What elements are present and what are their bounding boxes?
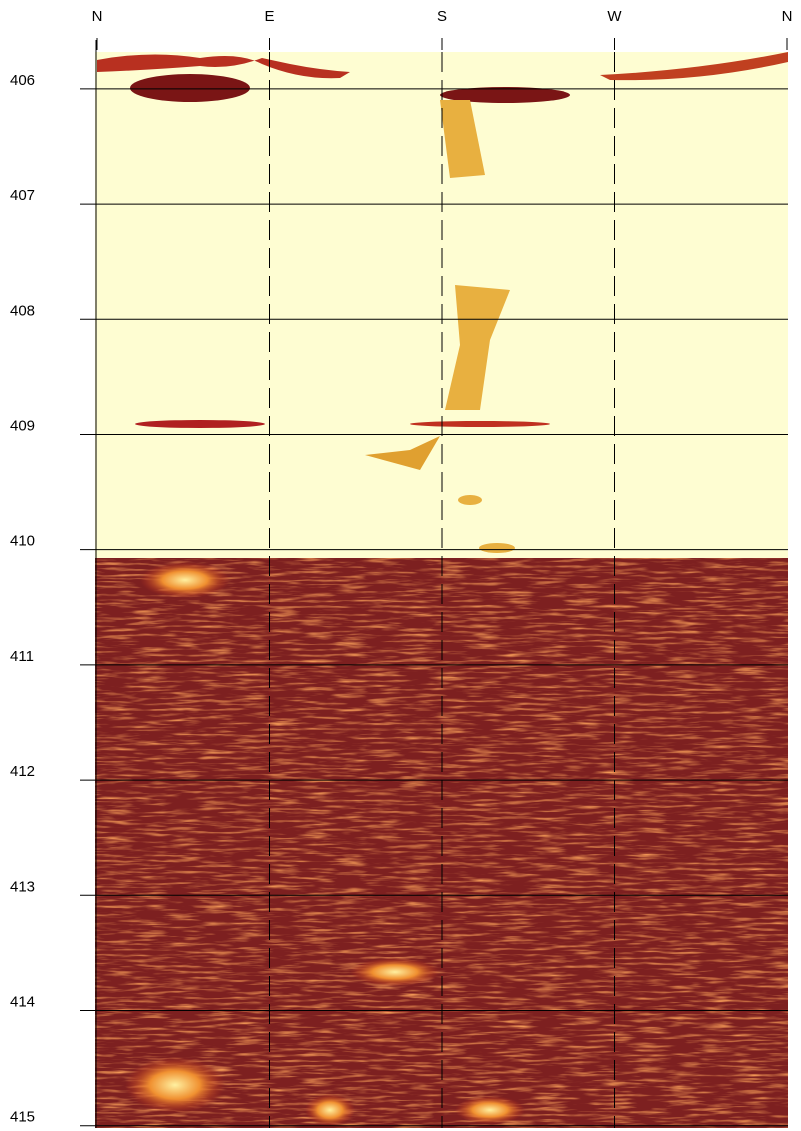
- y-tick-label: 410: [10, 533, 35, 550]
- feature: [440, 87, 570, 103]
- feature: [440, 100, 485, 178]
- y-tick-label: 407: [10, 187, 35, 204]
- feature: [410, 421, 550, 427]
- feature: [135, 420, 265, 428]
- minor-ticks: [80, 52, 100, 1128]
- feature: [445, 285, 510, 410]
- x-label: N: [92, 8, 103, 25]
- feature: [365, 436, 440, 470]
- y-tick-label: 411: [10, 648, 34, 665]
- feature: [125, 1057, 225, 1113]
- x-label: E: [264, 8, 274, 25]
- y-tick-label: 412: [10, 763, 35, 780]
- feature: [455, 1096, 525, 1124]
- feature: [140, 562, 230, 598]
- y-tick-label: 415: [10, 1109, 35, 1126]
- y-tick-label: 408: [10, 302, 35, 319]
- y-tick-label: 413: [10, 878, 35, 895]
- feature: [479, 543, 515, 553]
- y-tick-label: 414: [10, 993, 35, 1010]
- y-tick-label: 406: [10, 72, 35, 89]
- feature: [305, 1094, 355, 1126]
- feature: [350, 958, 440, 986]
- x-label: W: [607, 8, 622, 25]
- feature: [97, 54, 350, 79]
- x-label: N: [782, 8, 793, 25]
- feature: [130, 74, 250, 102]
- y-tick-label: 409: [10, 417, 35, 434]
- x-label: S: [437, 8, 447, 25]
- feature: [600, 52, 788, 81]
- feature: [458, 495, 482, 505]
